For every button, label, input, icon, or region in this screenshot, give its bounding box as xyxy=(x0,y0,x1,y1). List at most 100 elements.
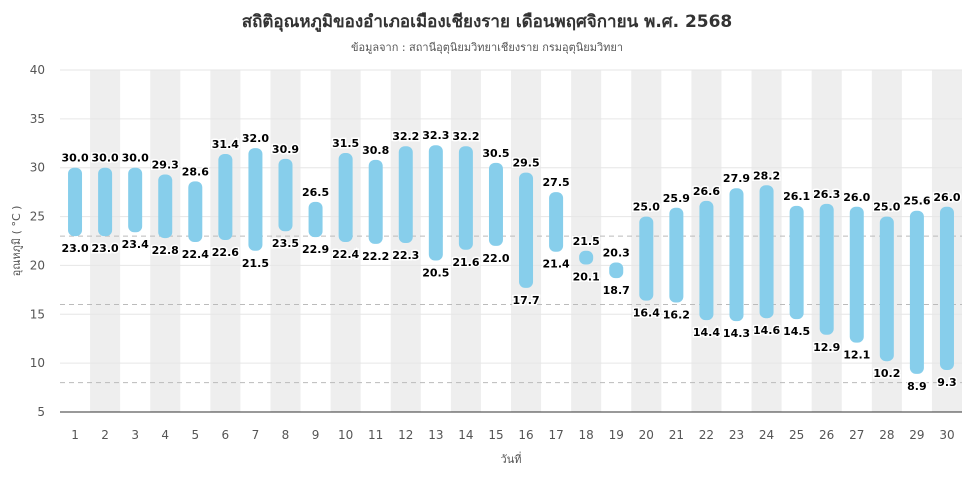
temperature-range-bar xyxy=(488,162,503,246)
x-tick-label: 14 xyxy=(458,428,473,442)
temperature-range-bar xyxy=(308,201,323,238)
chart-title: สถิติอุณหภูมิของอำเภอเมืองเชียงราย เดือน… xyxy=(242,11,733,33)
min-value-label: 22.4 xyxy=(182,248,209,261)
min-value-label: 14.5 xyxy=(783,325,810,338)
min-value-label: 22.6 xyxy=(212,246,239,259)
x-tick-label: 21 xyxy=(669,428,684,442)
temperature-range-bar xyxy=(579,250,594,265)
max-value-label: 27.5 xyxy=(543,176,570,189)
y-axis-label: อุณหภูมิ ( °C ) xyxy=(10,206,23,277)
temperature-range-bar xyxy=(849,206,864,343)
temperature-range-bar xyxy=(458,146,473,250)
max-value-label: 25.6 xyxy=(903,195,930,208)
max-value-label: 32.0 xyxy=(242,132,269,145)
y-tick-label: 30 xyxy=(30,161,45,175)
y-tick-label: 35 xyxy=(30,112,45,126)
min-value-label: 21.4 xyxy=(543,258,570,271)
temperature-range-bar xyxy=(669,207,684,303)
x-tick-label: 7 xyxy=(252,428,260,442)
min-value-label: 14.4 xyxy=(693,326,720,339)
x-tick-label: 19 xyxy=(609,428,624,442)
temperature-range-bar xyxy=(699,200,714,321)
max-value-label: 26.5 xyxy=(302,186,329,199)
x-tick-label: 9 xyxy=(312,428,320,442)
min-value-label: 23.4 xyxy=(122,238,149,251)
max-value-label: 26.1 xyxy=(783,190,810,203)
temperature-range-bar xyxy=(549,192,564,252)
y-tick-label: 15 xyxy=(30,307,45,321)
y-tick-label: 5 xyxy=(37,405,45,419)
x-tick-label: 11 xyxy=(368,428,383,442)
temperature-range-bar xyxy=(759,185,774,319)
y-tick-label: 25 xyxy=(30,210,45,224)
min-value-label: 16.2 xyxy=(663,309,690,322)
y-tick-label: 40 xyxy=(30,63,45,77)
max-value-label: 31.5 xyxy=(332,137,359,150)
max-value-label: 29.3 xyxy=(152,159,179,172)
max-value-label: 21.5 xyxy=(573,235,600,248)
max-value-label: 29.5 xyxy=(512,157,539,170)
x-tick-label: 25 xyxy=(789,428,804,442)
temperature-range-bar xyxy=(639,216,654,301)
alternate-band xyxy=(210,70,241,412)
x-tick-label: 23 xyxy=(729,428,744,442)
min-value-label: 21.5 xyxy=(242,257,269,270)
min-value-label: 9.3 xyxy=(937,376,957,389)
min-value-label: 18.7 xyxy=(603,284,630,297)
min-value-label: 23.0 xyxy=(61,242,88,255)
temperature-range-bar xyxy=(338,153,353,242)
min-value-label: 10.2 xyxy=(873,367,900,380)
x-tick-label: 30 xyxy=(939,428,954,442)
min-value-label: 22.9 xyxy=(302,243,329,256)
x-tick-label: 27 xyxy=(849,428,864,442)
min-value-label: 14.3 xyxy=(723,327,750,340)
min-value-label: 22.8 xyxy=(152,244,179,257)
x-tick-label: 18 xyxy=(579,428,594,442)
x-tick-label: 17 xyxy=(548,428,563,442)
min-value-label: 21.6 xyxy=(452,256,479,269)
alternate-band xyxy=(571,70,602,412)
max-value-label: 30.0 xyxy=(122,152,149,165)
max-value-label: 32.2 xyxy=(452,130,479,143)
x-tick-label: 10 xyxy=(338,428,353,442)
temperature-range-bar xyxy=(218,154,233,241)
x-tick-label: 24 xyxy=(759,428,774,442)
max-value-label: 26.3 xyxy=(813,188,840,201)
min-value-label: 22.4 xyxy=(332,248,359,261)
min-value-label: 12.1 xyxy=(843,349,870,362)
x-tick-label: 8 xyxy=(282,428,290,442)
max-value-label: 28.6 xyxy=(182,165,209,178)
min-value-label: 22.0 xyxy=(482,252,509,265)
temperature-range-bar xyxy=(519,172,534,288)
max-value-label: 28.2 xyxy=(753,169,780,182)
max-value-label: 30.8 xyxy=(362,144,389,157)
max-value-label: 31.4 xyxy=(212,138,239,151)
x-tick-label: 4 xyxy=(161,428,169,442)
x-axis-label: วันที่ xyxy=(501,451,522,466)
min-value-label: 20.5 xyxy=(422,267,449,280)
temperature-range-bar xyxy=(428,145,443,261)
chart-subtitle: ข้อมูลจาก : สถานีอุตุนิยมวิทยาเชียงราย ก… xyxy=(351,41,623,54)
temperature-range-bar xyxy=(789,205,804,320)
temperature-range-bar xyxy=(68,167,83,237)
x-tick-label: 5 xyxy=(191,428,199,442)
x-tick-label: 29 xyxy=(909,428,924,442)
min-value-label: 22.2 xyxy=(362,250,389,263)
x-tick-label: 6 xyxy=(222,428,230,442)
temperature-range-bar xyxy=(278,158,293,232)
alternate-band xyxy=(270,70,301,412)
min-value-label: 23.5 xyxy=(272,237,299,250)
max-value-label: 30.5 xyxy=(482,147,509,160)
temperature-range-bar xyxy=(729,188,744,322)
min-value-label: 17.7 xyxy=(512,294,539,307)
temperature-range-bar xyxy=(188,181,203,242)
temperature-range-bar xyxy=(609,262,624,279)
x-tick-label: 13 xyxy=(428,428,443,442)
temperature-range-bar xyxy=(98,167,113,237)
y-tick-label: 10 xyxy=(30,356,45,370)
temperature-range-bar xyxy=(879,216,894,362)
min-value-label: 23.0 xyxy=(92,242,119,255)
min-value-label: 20.1 xyxy=(573,270,600,283)
x-tick-label: 1 xyxy=(71,428,79,442)
max-value-label: 25.0 xyxy=(633,201,660,214)
